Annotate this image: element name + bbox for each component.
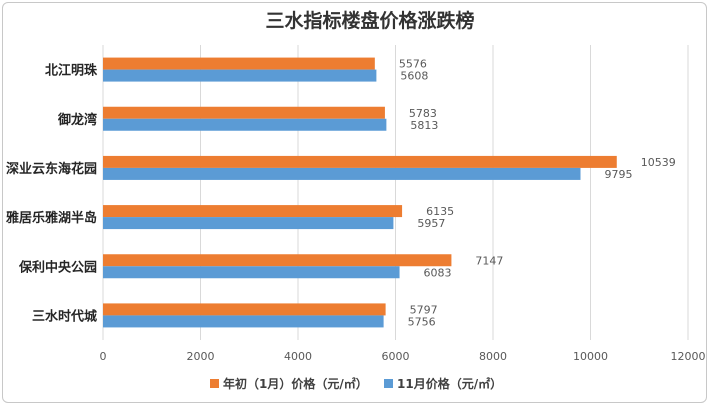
- x-tick-label: 2000: [187, 350, 215, 363]
- data-label: 6135: [426, 205, 454, 218]
- bar: [103, 266, 400, 279]
- data-label: 5608: [400, 70, 428, 83]
- category-label: 三水时代城: [32, 308, 97, 324]
- legend-swatch: [210, 379, 219, 388]
- data-label: 5957: [417, 217, 445, 230]
- bar: [103, 254, 452, 267]
- x-tick-label: 6000: [382, 350, 410, 363]
- data-label: 7147: [475, 254, 503, 267]
- x-tick-label: 12000: [671, 350, 706, 363]
- bar: [103, 217, 394, 230]
- legend-label: 11月价格（元/㎡）: [397, 376, 502, 391]
- bar: [103, 167, 581, 180]
- bar: [103, 303, 386, 316]
- data-label: 9795: [605, 168, 633, 181]
- legend-swatch: [384, 379, 393, 388]
- category-label: 保利中央公园: [18, 259, 97, 275]
- x-tick-label: 4000: [284, 350, 312, 363]
- bar: [103, 69, 377, 82]
- bar: [103, 205, 403, 218]
- data-label: 10539: [641, 156, 676, 169]
- data-label: 5797: [410, 303, 438, 316]
- data-label: 5813: [410, 119, 438, 132]
- data-label: 6083: [424, 266, 452, 279]
- x-axis-ticks: 0 2000 4000 6000 8000 10000 12000: [100, 350, 706, 363]
- category-label: 御龙湾: [57, 112, 97, 128]
- bar: [103, 118, 387, 131]
- category-label: 北江明珠: [45, 63, 98, 79]
- x-tick-label: 10000: [573, 350, 608, 363]
- x-tick-label: 8000: [479, 350, 507, 363]
- category-label: 雅居乐雅湖半岛: [6, 210, 97, 226]
- bar: [103, 106, 385, 119]
- legend-label: 年初（1月）价格（元/㎡）: [223, 376, 368, 391]
- data-label: 5576: [399, 58, 427, 71]
- legend: 年初（1月）价格（元/㎡） 11月价格（元/㎡）: [210, 376, 502, 391]
- data-label: 5783: [409, 107, 437, 120]
- bars: [103, 57, 617, 328]
- x-tick-label: 0: [100, 350, 107, 363]
- chart-title: 三水指标楼盘价格涨跌榜: [265, 9, 474, 32]
- bar: [103, 57, 375, 70]
- gridlines: [102, 45, 689, 340]
- bar: [103, 155, 617, 168]
- category-label: 深业云东海花园: [6, 161, 97, 177]
- data-label: 5756: [408, 315, 436, 328]
- bar: [103, 315, 384, 328]
